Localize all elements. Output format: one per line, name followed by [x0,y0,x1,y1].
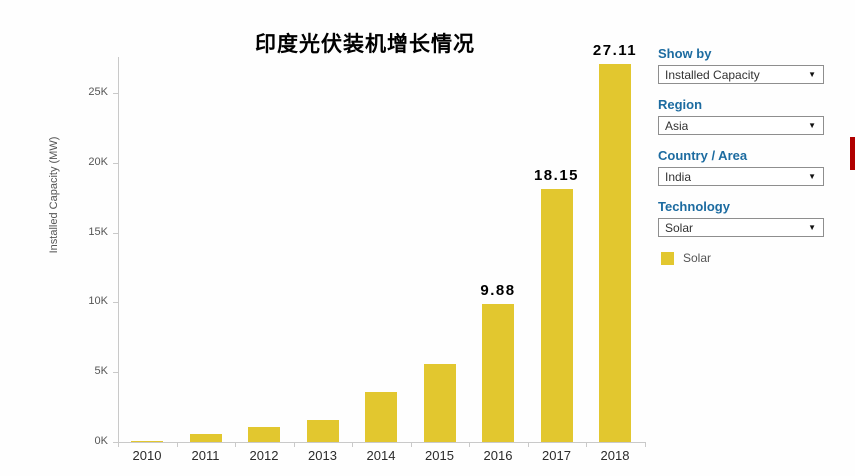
legend-solar-swatch [661,251,674,265]
bar-2016[interactable] [482,304,514,442]
bar-2013[interactable] [306,419,339,442]
y-tick-mark [113,232,118,234]
technology-label: Technology [658,199,730,214]
region-label: Region [658,97,703,112]
region-dropdown[interactable]: Asia ▼ [658,116,824,135]
bar-value-label: 18.15 [533,166,580,184]
bar-2012[interactable] [248,426,280,442]
y-tick-label: 25K [88,86,108,98]
x-tick-mark [176,442,178,447]
x-tick-mark [235,442,236,447]
bar-2014[interactable] [365,391,397,442]
chevron-down-icon: ▼ [808,223,816,232]
x-axis-label: 2010 [132,448,162,463]
y-tick-mark [113,372,118,374]
y-tick-mark [113,162,118,164]
x-axis-label: 2017 [542,448,571,463]
bar-2015[interactable] [423,363,456,442]
x-tick-mark [293,442,295,447]
y-tick-mark [113,93,118,94]
country-area-dropdown[interactable]: India ▼ [658,167,824,186]
x-tick-mark [469,442,470,447]
x-tick-mark [644,442,646,447]
x-axis-line [118,442,646,443]
x-axis-label: 2015 [425,448,454,463]
legend-solar-label: Solar [683,251,712,265]
x-tick-mark [118,442,119,447]
x-tick-mark [527,442,529,447]
bar-value-label: 9.88 [480,282,516,300]
y-tick-mark [113,442,118,443]
y-tick-label: 5K [94,365,108,378]
y-tick-label: 20K [88,155,108,168]
bar-2017[interactable] [540,188,573,442]
y-tick-label: 10K [88,295,108,308]
y-tick-label: 0K [94,435,108,447]
filter-technology: Technology Solar ▼ [658,199,824,237]
filter-show-by: Show by Installed Capacity ▼ [658,46,824,84]
bar-2011[interactable] [189,433,222,442]
x-axis-label: 2012 [249,448,279,463]
legend: Solar [661,251,711,265]
bar-2010[interactable] [131,441,163,442]
show-by-label: Show by [658,46,712,61]
chevron-down-icon: ▼ [808,172,816,181]
x-axis-label: 2016 [483,448,513,463]
y-tick-label: 15K [88,225,108,238]
x-axis-label: 2018 [600,448,630,463]
chevron-down-icon: ▼ [808,121,816,130]
chevron-down-icon: ▼ [808,70,816,79]
scrollbar-thumb[interactable] [850,137,855,170]
bar-2018[interactable] [599,63,631,442]
x-axis-label: 2011 [191,448,220,463]
technology-value: Solar [665,220,694,235]
technology-dropdown[interactable]: Solar ▼ [658,218,824,237]
x-axis-label: 2014 [366,448,396,463]
chart-title: 印度光伏装机增长情况 [255,33,475,56]
show-by-dropdown[interactable]: Installed Capacity ▼ [658,65,824,84]
filter-region: Region Asia ▼ [658,97,824,135]
x-axis-label: 2013 [308,448,337,463]
x-tick-mark [352,442,353,447]
filter-country-area: Country / Area India ▼ [658,148,824,186]
country-area-label: Country / Area [658,148,748,163]
region-value: Asia [665,118,689,133]
x-tick-mark [410,442,412,447]
y-axis-line [118,57,119,442]
country-area-value: India [665,169,692,184]
bar-value-label: 27.11 [592,41,638,59]
y-tick-mark [113,302,118,304]
x-tick-mark [586,442,587,447]
show-by-value: Installed Capacity [665,67,760,82]
